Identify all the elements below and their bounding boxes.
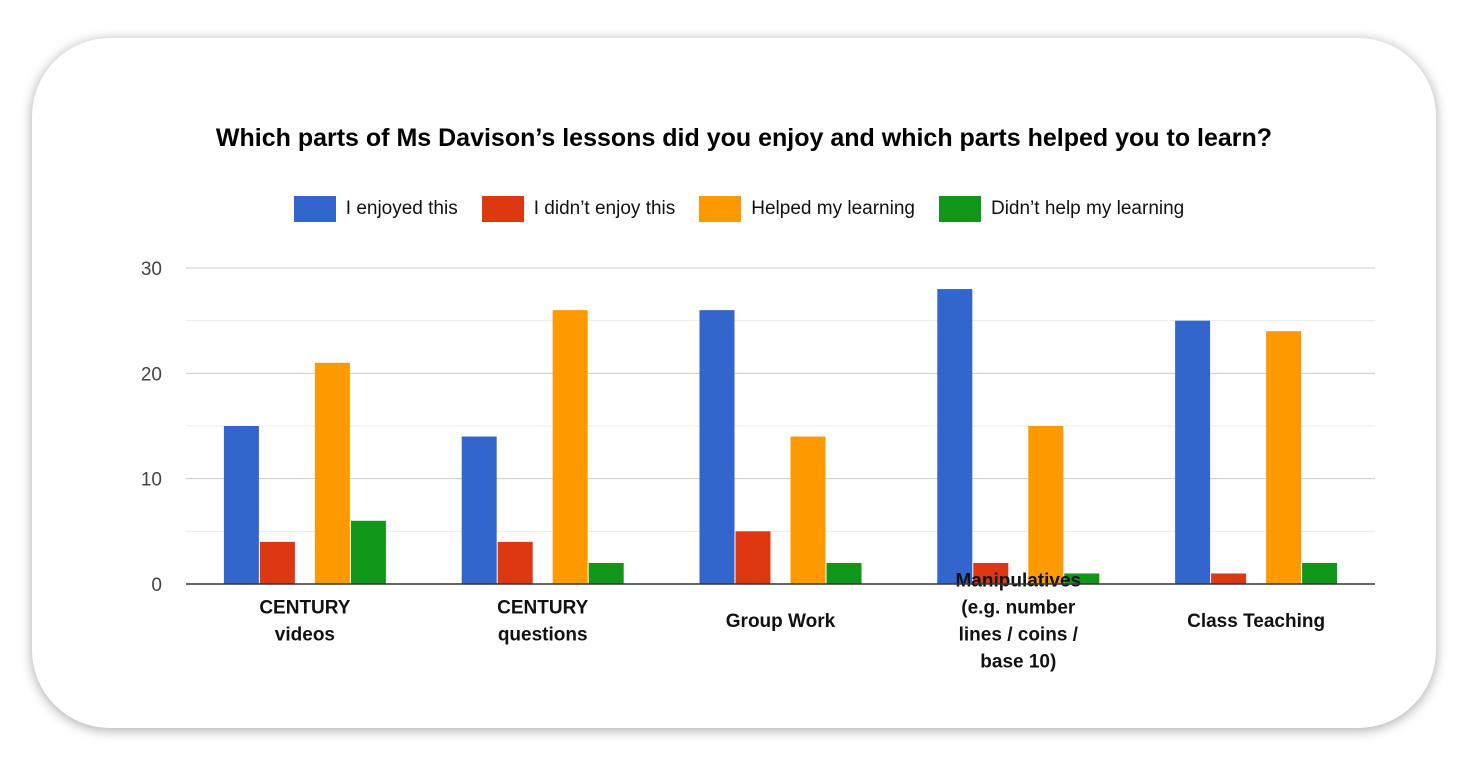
bar <box>735 531 771 584</box>
legend-swatch <box>699 196 742 222</box>
bar <box>1266 331 1302 584</box>
bar <box>1028 426 1064 584</box>
bar <box>1302 562 1338 584</box>
x-category-label: Group Work <box>726 611 836 632</box>
bar <box>973 562 1009 584</box>
bar <box>497 541 533 584</box>
bar <box>826 562 862 584</box>
bar <box>223 426 259 584</box>
legend-item-helped: Helped my learning <box>699 196 915 222</box>
bar <box>552 310 588 584</box>
bar <box>350 520 386 584</box>
legend-swatch <box>938 196 981 222</box>
legend-item-not-helped: Didn’t help my learning <box>938 196 1185 222</box>
x-category-label: Class Teaching <box>1187 611 1325 632</box>
y-tick-label: 20 <box>141 364 162 385</box>
y-tick-label: 30 <box>141 259 162 280</box>
bar <box>314 362 350 584</box>
legend-label: Helped my learning <box>751 198 915 219</box>
y-tick-label: 10 <box>141 470 162 491</box>
bar <box>461 436 497 584</box>
legend-item-not-enjoyed: I didn’t enjoy this <box>481 196 676 222</box>
bar <box>699 310 735 584</box>
legend-label: Didn’t help my learning <box>990 198 1185 219</box>
y-tick-label: 0 <box>151 575 162 596</box>
legend-swatch <box>481 196 524 222</box>
x-category-label: CENTURY videos <box>259 598 350 646</box>
chart-title: Which parts of Ms Davison’s lessons did … <box>215 124 1273 152</box>
legend-swatch <box>293 196 336 222</box>
bar <box>790 436 826 584</box>
bar <box>1211 573 1247 584</box>
bar <box>588 562 624 584</box>
bar <box>259 541 295 584</box>
x-category-label: CENTURY questions <box>497 598 588 646</box>
legend-label: I enjoyed this <box>345 198 458 219</box>
bar <box>937 289 973 584</box>
legend-label: I didn’t enjoy this <box>533 198 676 219</box>
bar <box>1175 320 1211 584</box>
x-category-label: Manipulatives (e.g. number lines / coins /… <box>955 571 1081 673</box>
legend: I enjoyed this I didn’t enjoy this Helpe… <box>0 196 1478 222</box>
legend-item-enjoyed: I enjoyed this <box>293 196 458 222</box>
bar <box>1064 573 1100 584</box>
